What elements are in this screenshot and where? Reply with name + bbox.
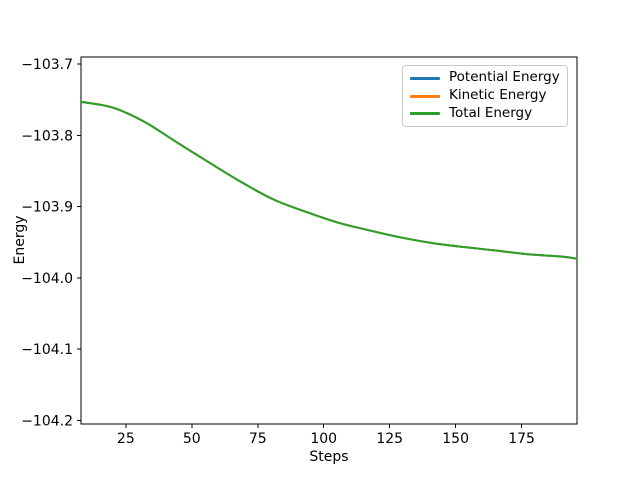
y-tick-label: −103.8 <box>21 128 73 144</box>
legend-entry: Potential Energy <box>410 71 560 85</box>
y-tick-label: −104.0 <box>21 271 73 287</box>
y-tick-label: −103.9 <box>21 200 73 216</box>
x-axis-label: Steps <box>309 449 349 465</box>
x-tick-label: 125 <box>376 431 403 447</box>
x-tick-label: 175 <box>508 431 535 447</box>
y-tick-label: −104.1 <box>21 342 73 358</box>
x-tick-label: 150 <box>442 431 469 447</box>
axes-frame <box>80 56 578 425</box>
x-tick-label: 25 <box>117 431 135 447</box>
y-tick-label: −104.2 <box>21 413 73 429</box>
total-energy-line <box>80 100 578 260</box>
legend: Potential Energy Kinetic Energy Total Ener… <box>402 65 568 127</box>
legend-line-swatch <box>410 94 440 98</box>
legend-line-swatch <box>410 112 440 116</box>
legend-entry-label: Potential Energy <box>449 69 560 86</box>
x-tick-label: 100 <box>310 431 337 447</box>
x-tick-label: 75 <box>249 431 267 447</box>
legend-entry-label: Kinetic Energy <box>449 87 547 104</box>
y-tick-label: −103.7 <box>21 57 73 73</box>
legend-line-swatch <box>410 76 440 80</box>
y-axis-label: Energy <box>12 215 28 265</box>
legend-entry: Total Energy <box>410 107 560 121</box>
legend-entry-label: Total Energy <box>449 105 533 122</box>
x-tick-label: 50 <box>183 431 201 447</box>
legend-entry: Kinetic Energy <box>410 89 560 103</box>
